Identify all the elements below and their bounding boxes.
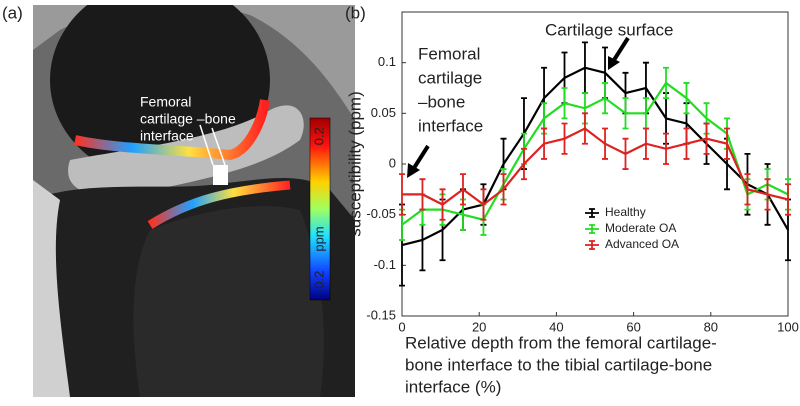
y-tick-label: 0.1 xyxy=(378,54,396,69)
error-bar xyxy=(622,137,629,170)
annotation-line: interface xyxy=(140,128,194,144)
error-bar xyxy=(581,112,588,145)
error-bar xyxy=(399,173,405,216)
annotation-line: cartilage –bone xyxy=(140,111,236,127)
annotation: Cartilage surface xyxy=(545,20,674,39)
panel-label: (a) xyxy=(2,3,23,22)
x-axis-label: Relative depth from the femoral cartilag… xyxy=(405,333,717,352)
error-bar xyxy=(663,66,670,100)
arrow-head xyxy=(608,56,620,70)
error-bar xyxy=(602,127,609,160)
legend-label: Healthy xyxy=(605,205,646,219)
chart: (b) -0.15 -0.1 -0.05 0 0.05 0.1 0 20 40 60 80 100 sus… xyxy=(345,3,799,396)
x-tick-label: 40 xyxy=(549,319,563,334)
error-bar xyxy=(622,97,629,130)
error-bar xyxy=(683,82,690,115)
series-line xyxy=(401,81,789,226)
error-bar xyxy=(663,132,670,165)
legend-swatch xyxy=(585,208,599,218)
y-tick-label: -0.1 xyxy=(374,257,396,272)
x-tick-label: 100 xyxy=(777,319,799,334)
error-bar xyxy=(724,127,731,160)
error-bar xyxy=(459,173,466,206)
x-axis-label: interface (%) xyxy=(405,377,501,396)
arrow xyxy=(612,36,630,62)
error-bar xyxy=(439,188,446,221)
error-bar xyxy=(520,147,527,181)
series-line xyxy=(401,66,789,247)
mri-image xyxy=(33,5,355,397)
x-axis-label: bone interface to the tibial cartilage-b… xyxy=(405,355,712,374)
arrow xyxy=(412,144,430,170)
y-tick-label: -0.15 xyxy=(366,307,396,322)
annotation-line: Femoral xyxy=(140,94,191,110)
colorbar: 0.2 -0.2 ppm xyxy=(311,127,326,293)
legend-swatch xyxy=(585,224,599,234)
error-bar xyxy=(764,178,771,211)
annotation: –bone xyxy=(418,92,465,111)
error-bar xyxy=(561,87,568,120)
annotation: cartilage xyxy=(418,68,482,87)
x-tick-label: 0 xyxy=(398,319,405,334)
error-bar xyxy=(602,82,609,115)
error-bar xyxy=(541,127,548,160)
legend-label: Moderate OA xyxy=(605,221,676,235)
x-tick-label: 60 xyxy=(626,319,640,334)
panel-label: (b) xyxy=(345,3,366,22)
legend-swatch xyxy=(585,240,599,250)
arrow-head xyxy=(407,163,420,178)
error-bar xyxy=(703,122,710,155)
error-bar xyxy=(683,127,690,160)
error-bar xyxy=(480,188,487,221)
error-bar xyxy=(744,173,751,206)
y-tick-label: 0.05 xyxy=(371,105,396,120)
y-axis-label: susceptibility (ppm) xyxy=(345,91,364,237)
annotation: interface xyxy=(418,116,483,135)
y-tick-label: -0.05 xyxy=(366,206,396,221)
error-bar xyxy=(785,183,791,216)
legend-label: Advanced OA xyxy=(605,237,679,251)
error-bar xyxy=(419,178,426,211)
error-bar xyxy=(642,127,649,160)
series-line xyxy=(402,127,789,206)
y-tick-label: 0 xyxy=(389,155,396,170)
colorbar-tick-label: 0.2 xyxy=(311,127,326,145)
colorbar-label: ppm xyxy=(311,226,326,251)
x-tick-label: 80 xyxy=(704,319,718,334)
colorbar-tick-label: -0.2 xyxy=(311,271,326,293)
x-tick-label: 20 xyxy=(472,319,486,334)
error-bar xyxy=(561,122,568,155)
annotation: Femoral xyxy=(418,44,480,63)
error-bar xyxy=(500,173,507,206)
